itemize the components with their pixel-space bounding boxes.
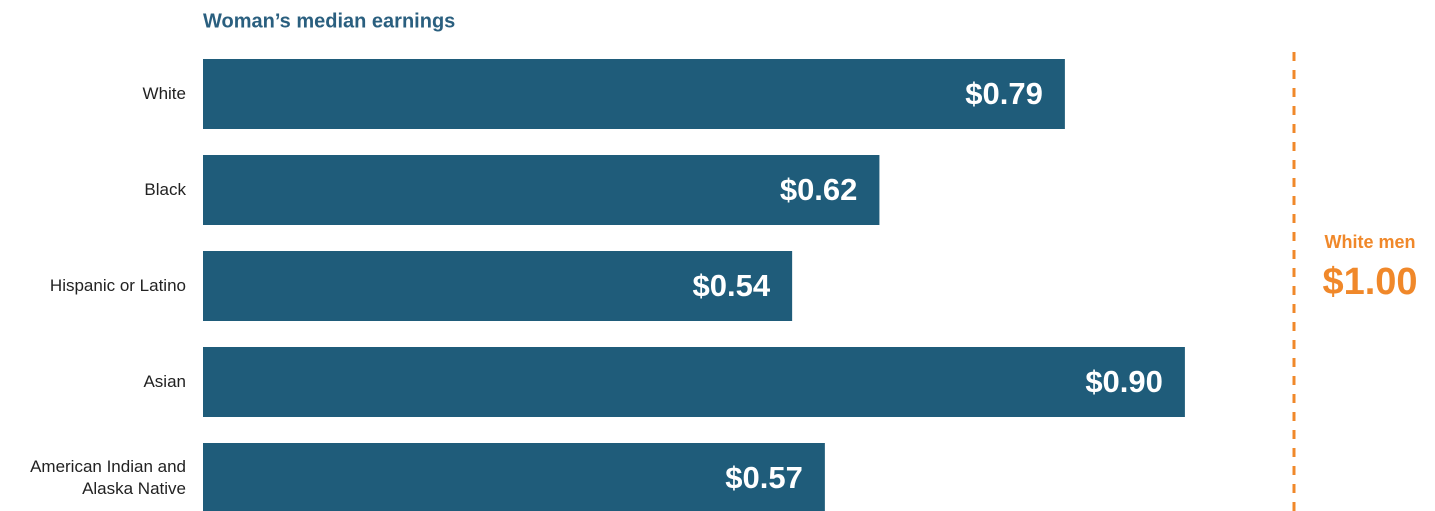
value-label: $0.79 — [965, 76, 1043, 111]
reference-name: White men — [1324, 232, 1415, 252]
value-label: $0.62 — [780, 172, 858, 207]
category-label: Asian — [143, 372, 186, 391]
bar — [203, 443, 825, 511]
category-label: White — [142, 84, 186, 103]
bar — [203, 347, 1185, 417]
chart-title: Woman’s median earnings — [203, 10, 455, 32]
bar — [203, 251, 793, 321]
bar — [203, 155, 880, 225]
category-label: American Indian and Alaska Native — [30, 457, 186, 498]
value-label: $0.57 — [725, 460, 803, 495]
category-label: Black — [144, 180, 186, 199]
bar — [203, 59, 1065, 129]
reference-label: $1.00 — [1322, 261, 1417, 303]
category-label: Hispanic or Latino — [49, 276, 186, 295]
value-label: $0.90 — [1085, 364, 1163, 399]
value-label: $0.54 — [693, 268, 771, 303]
